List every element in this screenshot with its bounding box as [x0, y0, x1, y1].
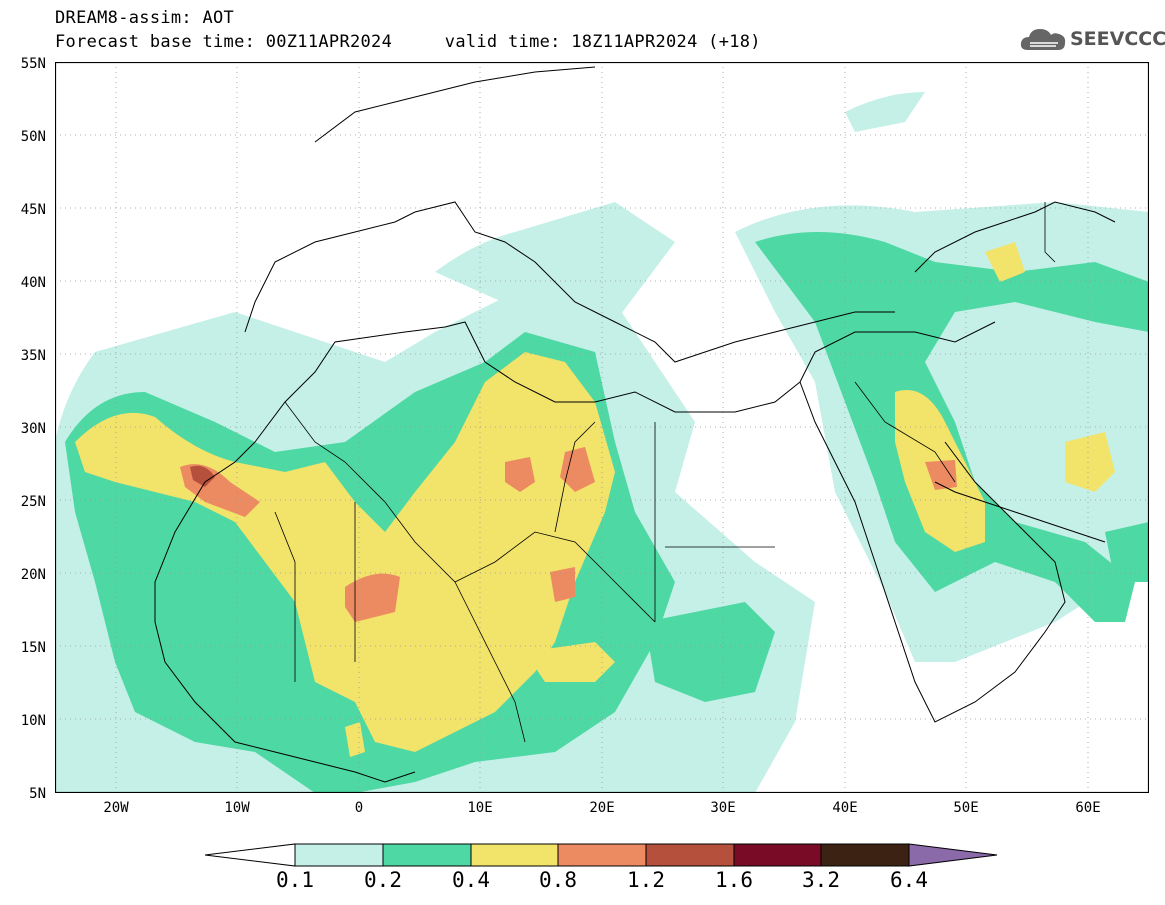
lon-label-30e: 30E — [710, 800, 736, 816]
aot-level-1.2-region — [190, 465, 215, 487]
colorbar-bin-1.2-1.6 — [645, 843, 735, 867]
lat-label-20n: 20N — [20, 567, 46, 583]
map-panel — [55, 62, 1149, 793]
cloud-icon — [1020, 29, 1066, 50]
lon-label-20w: 20W — [103, 800, 129, 816]
lat-label-10n: 10N — [20, 713, 46, 729]
lat-label-50n: 50N — [20, 129, 46, 145]
logo-text: SEEVCCC — [1070, 28, 1165, 50]
colorbar-bin-0.8-1.2 — [557, 843, 647, 867]
lon-label-40e: 40E — [832, 800, 858, 816]
colorbar-label-3.2: 3.2 — [802, 868, 840, 892]
colorbar-bin-1.6-3.2 — [733, 843, 822, 867]
map-title: DREAM8-assim: AOT — [55, 8, 235, 28]
lon-label-0: 0 — [354, 800, 364, 816]
colorbar-bin-3.2-6.4 — [820, 843, 910, 867]
lat-label-55n: 55N — [20, 56, 46, 72]
colorbar-over-arrow — [908, 843, 998, 867]
forecast-time-line: Forecast base time: 00Z11APR2024 valid t… — [55, 32, 761, 52]
lat-label-25n: 25N — [20, 494, 46, 510]
colorbar-label-0.1: 0.1 — [276, 868, 314, 892]
colorbar-label-0.8: 0.8 — [539, 868, 577, 892]
lat-label-30n: 30N — [20, 421, 46, 437]
colorbar-under-arrow — [205, 843, 296, 867]
lon-label-50e: 50E — [953, 800, 979, 816]
lat-label-15n: 15N — [20, 640, 46, 656]
lat-label-5n: 5N — [29, 786, 46, 802]
coastlines — [154, 66, 1116, 783]
lon-label-10w: 10W — [224, 800, 250, 816]
lat-label-35n: 35N — [20, 348, 46, 364]
colorbar-label-1.2: 1.2 — [627, 868, 665, 892]
colorbar-label-0.4: 0.4 — [452, 868, 490, 892]
colorbar-label-6.4: 6.4 — [890, 868, 928, 892]
aot-map — [55, 62, 1149, 793]
lat-label-45n: 45N — [20, 202, 46, 218]
graticule — [55, 62, 1149, 793]
colorbar-bin-0.4-0.8 — [470, 843, 559, 867]
colorbar-bin-0.2-0.4 — [382, 843, 472, 867]
colorbar — [205, 843, 998, 867]
lon-label-60e: 60E — [1075, 800, 1101, 816]
country-borders — [274, 202, 1056, 743]
lon-label-10e: 10E — [467, 800, 493, 816]
lon-label-20e: 20E — [589, 800, 615, 816]
seevccc-logo: SEEVCCC — [1018, 24, 1165, 54]
lat-label-40n: 40N — [20, 275, 46, 291]
colorbar-label-0.2: 0.2 — [364, 868, 402, 892]
map-frame — [55, 62, 1149, 793]
colorbar-label-1.6: 1.6 — [715, 868, 753, 892]
colorbar-bin-0.1-0.2 — [294, 843, 384, 867]
